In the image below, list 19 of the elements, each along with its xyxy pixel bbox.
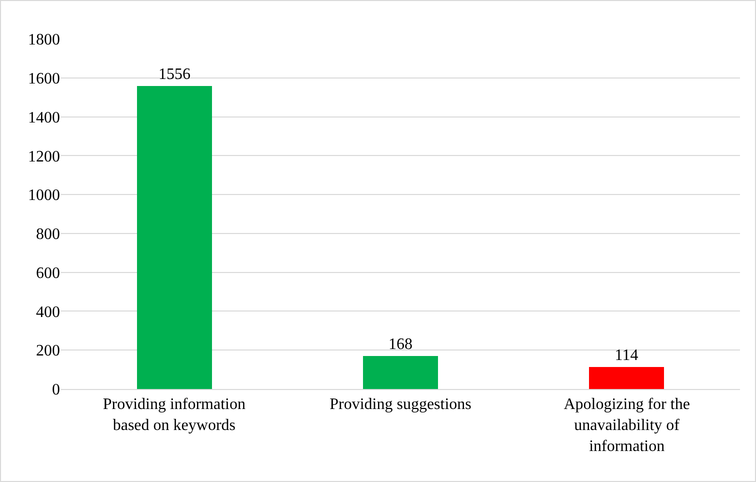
y-tick-label: 1400 <box>28 109 60 126</box>
bar <box>589 367 664 389</box>
y-tick-label: 1200 <box>28 148 60 166</box>
bar <box>137 86 212 389</box>
data-label: 114 <box>614 347 638 364</box>
x-tick-label: Providing information based on keywords <box>102 396 246 434</box>
y-tick-label: 600 <box>36 264 60 282</box>
x-tick-label: Providing suggestions <box>330 396 472 414</box>
y-tick-label: 1000 <box>28 187 60 204</box>
y-tick-label: 0 <box>52 382 60 399</box>
y-tick-label: 800 <box>36 226 60 244</box>
data-label: 1556 <box>158 66 190 83</box>
y-tick-label: 1600 <box>28 70 60 88</box>
y-tick-label: 400 <box>36 304 60 321</box>
bar <box>363 356 438 389</box>
y-tick-label: 200 <box>36 342 60 360</box>
data-label: 168 <box>388 336 412 353</box>
x-tick-label: Apologizing for the unavailability of information <box>564 396 690 455</box>
y-tick-label: 1800 <box>28 32 60 49</box>
